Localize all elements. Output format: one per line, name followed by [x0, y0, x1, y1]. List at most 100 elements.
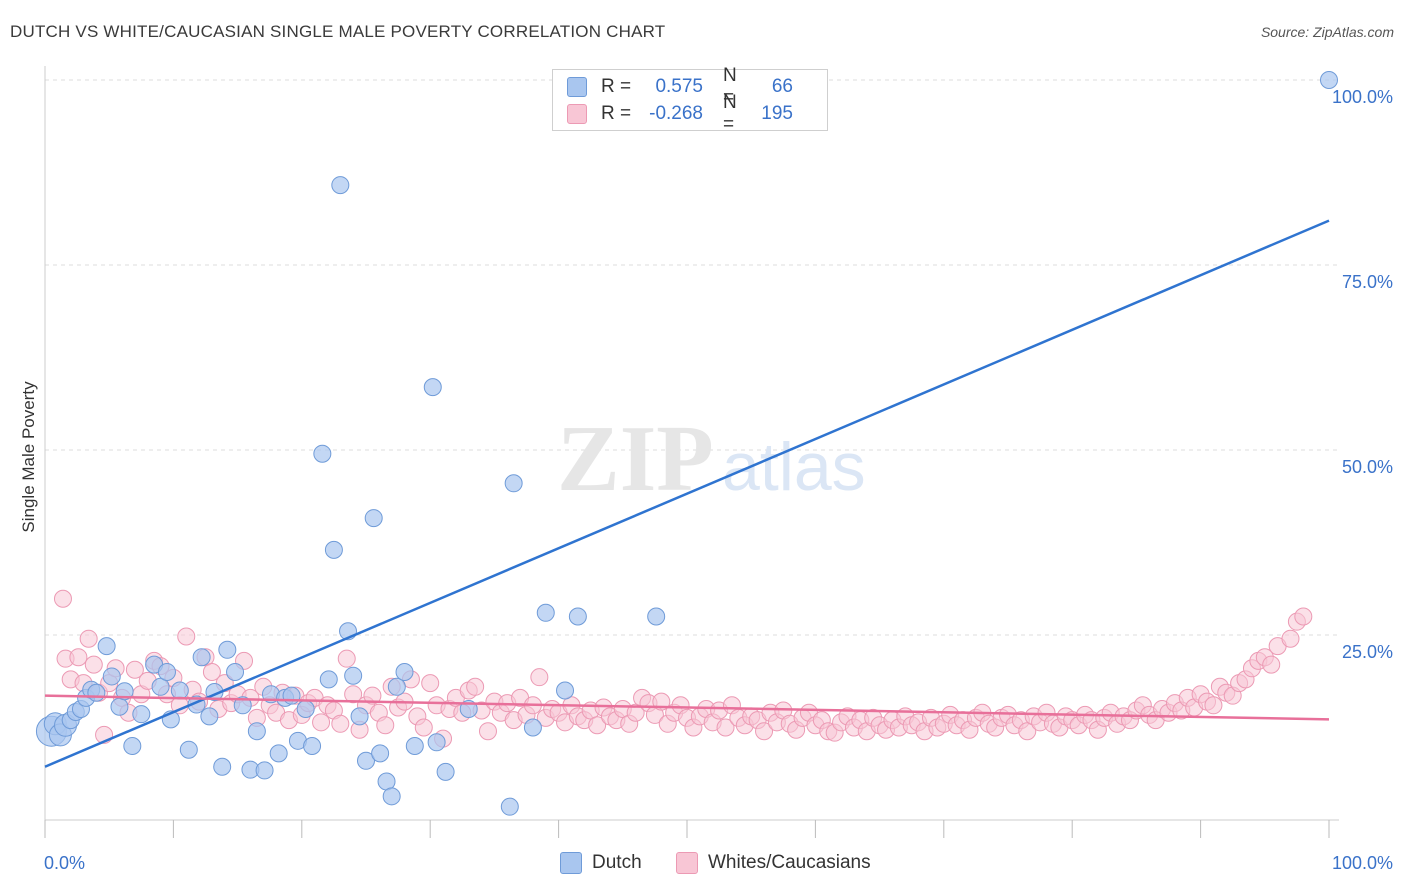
dutch-point [357, 751, 375, 770]
dutch-point [344, 666, 363, 685]
legend-r-value: -0.268 [649, 103, 703, 124]
dutch-point [350, 707, 369, 726]
dutch-point [233, 696, 252, 715]
dutch-point [115, 682, 134, 701]
legend-n-value: 195 [761, 103, 793, 124]
whites-point [1204, 696, 1223, 715]
legend-item-dutch: Dutch [560, 852, 642, 874]
dutch-point [568, 607, 587, 626]
whites-point [588, 716, 607, 735]
whites-point [69, 648, 88, 667]
chart-title: DUTCH VS WHITE/CAUCASIAN SINGLE MALE POV… [10, 22, 666, 41]
whites-swatch [567, 104, 587, 124]
dutch-point [371, 744, 390, 763]
source-label: Source: ZipAtlas.com [1260, 24, 1394, 40]
watermark-zip: ZIP [557, 407, 714, 511]
legend-r-label: R = [601, 76, 632, 97]
whites-point [755, 722, 774, 741]
dutch-legend-label: Dutch [592, 852, 642, 873]
dutch-series [35, 71, 1338, 816]
legend-row-whites: R = -0.268 N = 195 [567, 92, 793, 135]
dutch-point [324, 540, 343, 559]
whites-point [421, 674, 440, 693]
whites-point [331, 714, 350, 733]
dutch-point [427, 733, 446, 752]
whites-point [125, 660, 144, 679]
legend-item-whites: Whites/Caucasians [676, 852, 871, 874]
dutch-point [296, 700, 315, 718]
whites-point [530, 668, 549, 687]
dutch-point [87, 683, 106, 702]
whites-point [466, 677, 485, 696]
whites-point [312, 713, 331, 732]
whites-point [53, 589, 72, 608]
dutch-point [123, 737, 142, 755]
whites-point [376, 716, 395, 735]
trend-lines [44, 219, 1330, 768]
y-tick-label: 100.0% [1332, 87, 1393, 107]
dutch-point [192, 648, 211, 667]
whites-point [337, 649, 356, 668]
whites-point [202, 663, 221, 681]
dutch-point [213, 757, 232, 776]
dutch-point [255, 761, 274, 780]
axes [44, 66, 1339, 838]
dutch-point [387, 677, 406, 696]
dutch-point [523, 718, 542, 737]
dutch-point [247, 722, 266, 741]
dutch-point [132, 705, 151, 724]
dutch-point [269, 744, 288, 763]
whites-point [478, 722, 497, 741]
dutch-point [110, 697, 129, 716]
legend-n-label: N = [723, 92, 737, 135]
dutch-trend-line [44, 219, 1330, 768]
dutch-point [179, 740, 198, 759]
whites-point [363, 686, 382, 705]
x-tick-label: 100.0% [1332, 853, 1393, 873]
y-tick-label: 25.0% [1342, 642, 1393, 662]
legend-row-dutch: R = 0.575 N = 66 [567, 65, 793, 108]
whites-point [716, 718, 735, 737]
whites-point [1262, 655, 1281, 674]
whites-point [84, 655, 103, 674]
dutch-point [395, 663, 414, 681]
whites-point [344, 685, 363, 704]
dutch-point [382, 787, 401, 806]
legend-n-label: N = [723, 65, 737, 108]
legend-n-value: 66 [771, 76, 793, 97]
series-legend: Dutch Whites/Caucasians [0, 852, 1406, 876]
correlation-legend: R = 0.575 N = 66 R = -0.268 N = 195 [552, 65, 828, 135]
whites-trend-line [44, 694, 1330, 721]
dutch-point [647, 607, 666, 626]
dutch-legend-swatch [560, 852, 582, 874]
dutch-point [218, 640, 237, 659]
whites-legend-label: Whites/Caucasians [708, 852, 871, 873]
dutch-point [500, 797, 519, 816]
whites-point [414, 718, 433, 737]
dutch-point [1320, 71, 1338, 89]
x-tick-label: 0.0% [44, 853, 85, 873]
dutch-point [319, 670, 338, 689]
dutch-point [97, 637, 116, 656]
dutch-point [405, 737, 424, 755]
dutch-point [331, 176, 350, 195]
dutch-point [303, 737, 322, 755]
dutch-point [200, 707, 219, 726]
dutch-point [504, 474, 523, 493]
dutch-point [364, 509, 383, 528]
y-tick-label: 50.0% [1342, 457, 1393, 477]
dutch-point [226, 663, 245, 681]
dutch-point [102, 667, 121, 686]
grid-lines [45, 79, 1339, 636]
whites-point [1294, 607, 1313, 626]
whites-legend-swatch [676, 852, 698, 874]
dutch-point [556, 681, 575, 700]
dutch-point [170, 681, 189, 700]
y-axis-label: Single Male Poverty [19, 381, 38, 533]
legend-r-value: 0.575 [655, 76, 703, 97]
whites-point [177, 627, 196, 646]
tick-labels: 25.0% 50.0% 75.0% 100.0% 0.0% 100.0% [44, 87, 1393, 873]
watermark-atlas: atlas [722, 429, 866, 505]
watermark: ZIP atlas [557, 407, 866, 511]
